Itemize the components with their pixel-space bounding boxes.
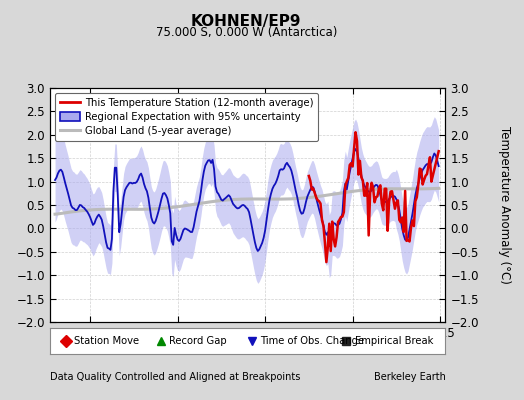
Text: Berkeley Earth: Berkeley Earth [374,372,445,382]
Text: Station Move: Station Move [74,336,139,346]
Text: Time of Obs. Change: Time of Obs. Change [260,336,364,346]
Text: 75.000 S, 0.000 W (Antarctica): 75.000 S, 0.000 W (Antarctica) [156,26,337,39]
Text: Data Quality Controlled and Aligned at Breakpoints: Data Quality Controlled and Aligned at B… [50,372,300,382]
Y-axis label: Temperature Anomaly (°C): Temperature Anomaly (°C) [498,126,511,284]
Text: Empirical Break: Empirical Break [355,336,433,346]
Text: KOHNEN/EP9: KOHNEN/EP9 [191,14,301,29]
Legend: This Temperature Station (12-month average), Regional Expectation with 95% uncer: This Temperature Station (12-month avera… [55,93,318,141]
Text: Record Gap: Record Gap [169,336,227,346]
